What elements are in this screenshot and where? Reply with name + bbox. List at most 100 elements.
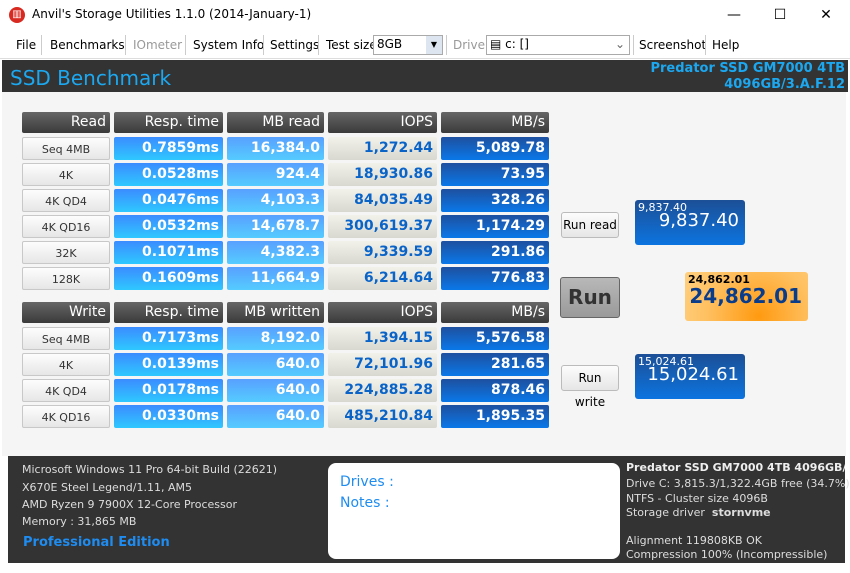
write-score-value: 15,024.61 xyxy=(647,364,739,385)
divider xyxy=(318,35,319,55)
read-mb-cell: 4,103.3 xyxy=(227,189,324,212)
notes-box[interactable] xyxy=(328,463,620,559)
read-test-button[interactable]: 4K QD4 xyxy=(22,189,110,212)
read-iops-cell: 1,272.44 xyxy=(328,137,437,160)
cpu-info: AMD Ryzen 9 7900X 12-Core Processor xyxy=(22,498,237,511)
read-resp-time-cell: 0.7859ms xyxy=(114,137,223,160)
total-score-value: 24,862.01 xyxy=(689,284,802,308)
total-score: 24,862.01 24,862.01 xyxy=(685,272,808,321)
drive-select[interactable]: ▤ c: [] ⌄ xyxy=(486,35,630,55)
divider xyxy=(185,35,186,55)
drive-icon: ▤ xyxy=(490,37,506,51)
write-mbps-cell: 878.46 xyxy=(441,379,549,402)
read-mbps-cell: 73.95 xyxy=(441,163,549,186)
app-icon: ▥ xyxy=(9,7,25,23)
storage-driver-label: Storage driver xyxy=(626,506,705,519)
drive-value: c: [] xyxy=(505,37,529,51)
write-test-button[interactable]: 4K QD16 xyxy=(22,405,110,428)
drive-space: Drive C: 3,815.3/1,322.4GB free (34.7%) xyxy=(626,477,850,490)
read-test-button[interactable]: 4K QD16 xyxy=(22,215,110,238)
read-test-button[interactable]: Seq 4MB xyxy=(22,137,110,160)
divider xyxy=(125,35,126,55)
read-resp-time-cell: 0.1609ms xyxy=(114,267,223,290)
benchmark-header xyxy=(2,60,848,92)
run-button[interactable]: Run xyxy=(560,277,620,318)
write-header-iops: IOPS xyxy=(328,302,437,323)
write-mbps-cell: 1,895.35 xyxy=(441,405,549,428)
read-resp-time-cell: 0.0532ms xyxy=(114,215,223,238)
alignment-info: Alignment 119808KB OK xyxy=(626,534,762,547)
storage-driver: stornvme xyxy=(711,506,771,519)
write-iops-cell: 485,210.84 xyxy=(328,405,437,428)
notes-label: Notes : xyxy=(340,495,390,511)
read-test-button[interactable]: 32K xyxy=(22,241,110,264)
run-read-button[interactable]: Run read xyxy=(561,212,619,238)
os-info: Microsoft Windows 11 Pro 64-bit Build (2… xyxy=(22,463,278,476)
divider xyxy=(633,35,634,55)
read-mb-cell: 16,384.0 xyxy=(227,137,324,160)
write-resp-time-cell: 0.0330ms xyxy=(114,405,223,428)
write-header-test-label: Write xyxy=(22,302,110,323)
write-header-mbps: MB/s xyxy=(441,302,549,323)
memory-info: Memory : 31,865 MB xyxy=(22,515,137,528)
write-score-small: 15,024.61 xyxy=(638,355,694,368)
test-size-value: 8GB xyxy=(377,37,403,51)
read-header-mb: MB read xyxy=(227,112,324,133)
write-mbps-cell: 281.65 xyxy=(441,353,549,376)
write-mbps-cell: 5,576.58 xyxy=(441,327,549,350)
write-header-resp-time: Resp. time xyxy=(114,302,223,323)
write-mb-cell: 640.0 xyxy=(227,405,324,428)
read-mb-cell: 924.4 xyxy=(227,163,324,186)
chevron-down-icon: ⌄ xyxy=(614,37,625,51)
read-mb-cell: 11,664.9 xyxy=(227,267,324,290)
test-size-select[interactable]: 8GB ▼ xyxy=(373,35,443,55)
drive-info: 4096GB/3.A.F.12 xyxy=(724,77,845,92)
run-write-button[interactable]: Run write xyxy=(561,365,619,409)
minimize-button[interactable]: — xyxy=(727,7,741,23)
write-mb-cell: 8,192.0 xyxy=(227,327,324,350)
menu-screenshot[interactable]: Screenshot xyxy=(639,38,707,52)
read-mbps-cell: 291.86 xyxy=(441,241,549,264)
read-iops-cell: 9,339.59 xyxy=(328,241,437,264)
write-mb-cell: 640.0 xyxy=(227,353,324,376)
read-iops-cell: 18,930.86 xyxy=(328,163,437,186)
divider xyxy=(705,35,706,55)
read-resp-time-cell: 0.0528ms xyxy=(114,163,223,186)
read-header-test-label: Read xyxy=(22,112,110,133)
write-test-button[interactable]: 4K QD4 xyxy=(22,379,110,402)
edition-label: Professional Edition xyxy=(23,535,170,550)
read-test-button[interactable]: 128K xyxy=(22,267,110,290)
title-bar xyxy=(0,0,850,31)
menu-file[interactable]: File xyxy=(16,38,37,52)
drives-label: Drives : xyxy=(340,474,394,490)
write-iops-cell: 224,885.28 xyxy=(328,379,437,402)
menu-system-info[interactable]: System Info xyxy=(193,38,265,52)
menu-iometer: IOmeter xyxy=(133,38,183,52)
write-test-button[interactable]: Seq 4MB xyxy=(22,327,110,350)
read-test-button[interactable]: 4K xyxy=(22,163,110,186)
write-iops-cell: 72,101.96 xyxy=(328,353,437,376)
read-header-iops: IOPS xyxy=(328,112,437,133)
write-iops-cell: 1,394.15 xyxy=(328,327,437,350)
page-title: SSD Benchmark xyxy=(10,66,172,90)
drive-name: Predator SSD GM7000 4TB xyxy=(650,61,845,76)
menu-help[interactable]: Help xyxy=(712,38,740,52)
read-header-resp-time: Resp. time xyxy=(114,112,223,133)
read-mbps-cell: 328.26 xyxy=(441,189,549,212)
write-resp-time-cell: 0.7173ms xyxy=(114,327,223,350)
write-mb-cell: 640.0 xyxy=(227,379,324,402)
drive-detail-name: Predator SSD GM7000 4TB 4096GB/3.A xyxy=(626,461,845,474)
window-title: Anvil's Storage Utilities 1.1.0 (2014-Ja… xyxy=(32,7,312,21)
read-score-small: 9,837.40 xyxy=(638,201,687,214)
read-header-mbps: MB/s xyxy=(441,112,549,133)
drive-label: Drive xyxy=(453,38,485,52)
close-button[interactable]: ✕ xyxy=(820,7,832,23)
write-test-button[interactable]: 4K xyxy=(22,353,110,376)
read-resp-time-cell: 0.0476ms xyxy=(114,189,223,212)
read-resp-time-cell: 0.1071ms xyxy=(114,241,223,264)
read-iops-cell: 84,035.49 xyxy=(328,189,437,212)
menu-benchmarks[interactable]: Benchmarks xyxy=(50,38,125,52)
read-mb-cell: 4,382.3 xyxy=(227,241,324,264)
maximize-button[interactable]: ☐ xyxy=(773,7,787,23)
menu-settings[interactable]: Settings xyxy=(270,38,320,52)
